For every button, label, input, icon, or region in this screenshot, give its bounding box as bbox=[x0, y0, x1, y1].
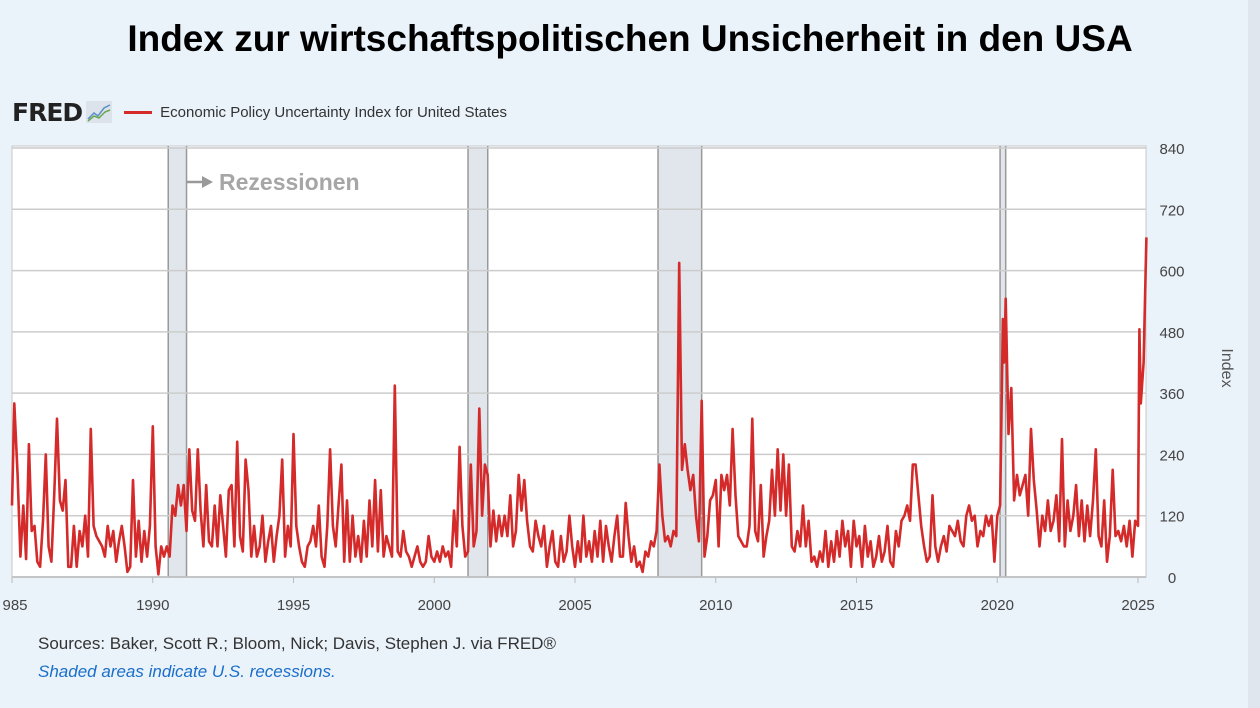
recession-note: Shaded areas indicate U.S. recessions. bbox=[38, 662, 336, 681]
legend-swatch bbox=[124, 110, 153, 114]
y-tick-label: 360 bbox=[1159, 386, 1184, 403]
y-tick-label: 120 bbox=[1159, 509, 1184, 526]
recession-band bbox=[468, 146, 488, 577]
recession-band bbox=[168, 146, 187, 577]
y-axis-label: Index bbox=[1218, 348, 1235, 387]
page-title: Index zur wirtschaftspolitischen Unsiche… bbox=[127, 18, 1133, 59]
fred-chart-icon bbox=[86, 101, 113, 123]
x-tick-label: 2000 bbox=[418, 597, 451, 614]
fred-logo[interactable]: FRED bbox=[12, 97, 83, 127]
series-line bbox=[10, 237, 1148, 576]
x-tick-label: 2025 bbox=[1121, 597, 1154, 614]
sources-text: Sources: Baker, Scott R.; Bloom, Nick; D… bbox=[38, 634, 556, 653]
x-tick-label: 2005 bbox=[558, 597, 591, 614]
y-tick-label: 480 bbox=[1159, 325, 1184, 342]
right-edge bbox=[1248, 0, 1260, 708]
y-tick-label: 240 bbox=[1159, 447, 1184, 464]
legend-label[interactable]: Economic Policy Uncertainty Index for Un… bbox=[160, 103, 507, 121]
y-tick-label: 600 bbox=[1159, 264, 1184, 281]
y-tick-label: 720 bbox=[1159, 202, 1184, 219]
x-tick-label: 1990 bbox=[136, 597, 169, 614]
x-tick-label: 1995 bbox=[277, 597, 310, 614]
chart-header: FRED Economic Policy Uncertainty Index f… bbox=[12, 97, 507, 127]
recession-annotation: Rezessionen bbox=[219, 169, 360, 195]
y-tick-label: 0 bbox=[1168, 570, 1176, 587]
x-tick-label: 2010 bbox=[699, 597, 732, 614]
annotation-arrowhead-icon bbox=[202, 176, 213, 188]
x-tick-label: 2020 bbox=[981, 597, 1014, 614]
x-tick-label: 985 bbox=[2, 597, 27, 614]
y-tick-label: 840 bbox=[1159, 141, 1184, 158]
x-tick-label: 2015 bbox=[840, 597, 873, 614]
